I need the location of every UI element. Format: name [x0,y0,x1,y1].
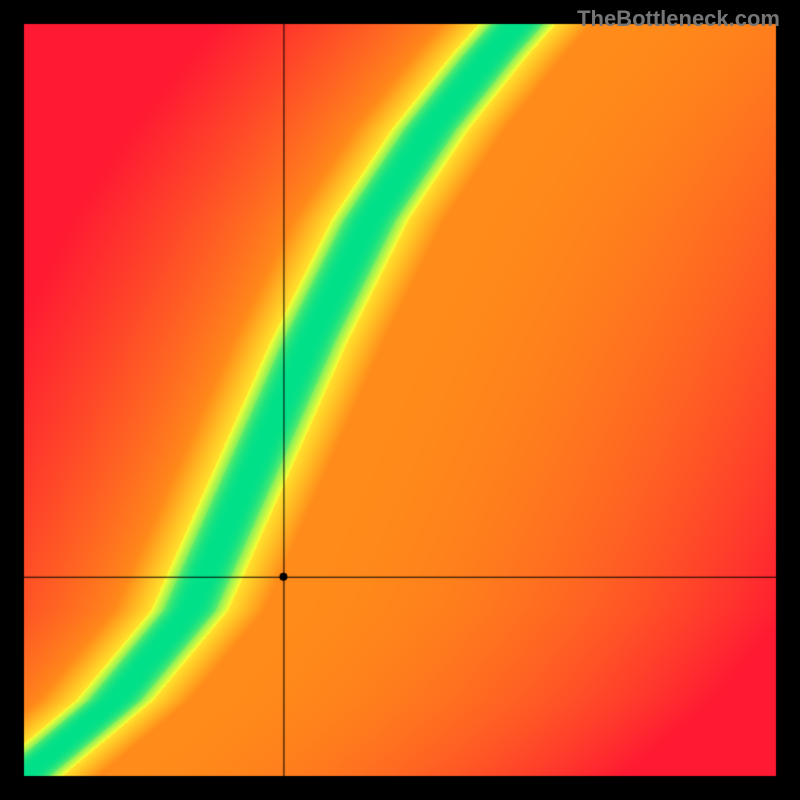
heatmap-canvas-wrap [0,0,800,800]
bottleneck-heatmap [0,0,800,800]
watermark-text: TheBottleneck.com [577,6,780,32]
chart-container: TheBottleneck.com [0,0,800,800]
